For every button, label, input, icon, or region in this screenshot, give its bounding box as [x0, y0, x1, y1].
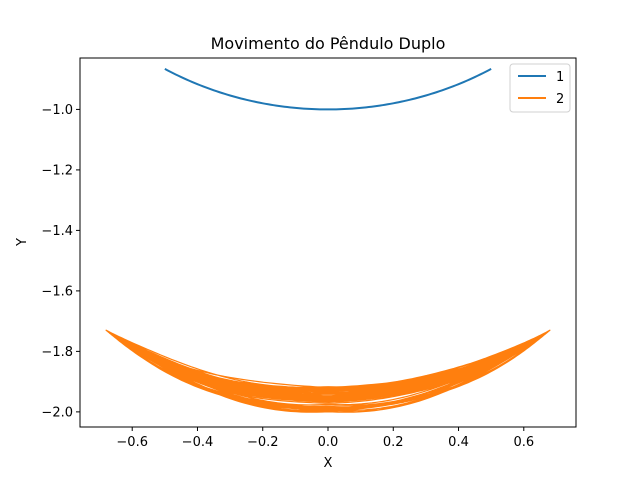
x-tick-label: −0.6: [116, 435, 148, 450]
x-tick-label: 0.0: [318, 435, 339, 450]
x-tick-label: 0.4: [448, 435, 469, 450]
x-axis: −0.6 −0.4 −0.2 0.0 0.2 0.4 0.6: [116, 427, 534, 450]
y-tick-label: −2.0: [41, 405, 73, 420]
y-tick-label: −1.8: [41, 345, 73, 360]
legend-label-1: 1: [556, 70, 564, 85]
y-tick-label: −1.6: [41, 284, 73, 299]
y-axis-label: Y: [15, 238, 30, 247]
legend-label-2: 2: [556, 92, 564, 107]
x-tick-label: −0.4: [182, 435, 214, 450]
y-tick-label: −1.4: [41, 224, 73, 239]
chart-title: Movimento do Pêndulo Duplo: [211, 34, 446, 53]
x-tick-label: 0.6: [513, 435, 534, 450]
series-layer: [105, 68, 551, 413]
x-tick-label: −0.2: [247, 435, 279, 450]
x-tick-label: 0.2: [383, 435, 404, 450]
y-tick-label: −1.2: [41, 163, 73, 178]
series-1-line: [164, 68, 492, 111]
y-axis: −1.0 −1.2 −1.4 −1.6 −1.8 −2.0: [41, 103, 80, 420]
y-tick-label: −1.0: [41, 103, 73, 118]
x-axis-label: X: [324, 456, 333, 471]
series-2-line: [105, 329, 551, 413]
legend: 12: [509, 63, 571, 113]
